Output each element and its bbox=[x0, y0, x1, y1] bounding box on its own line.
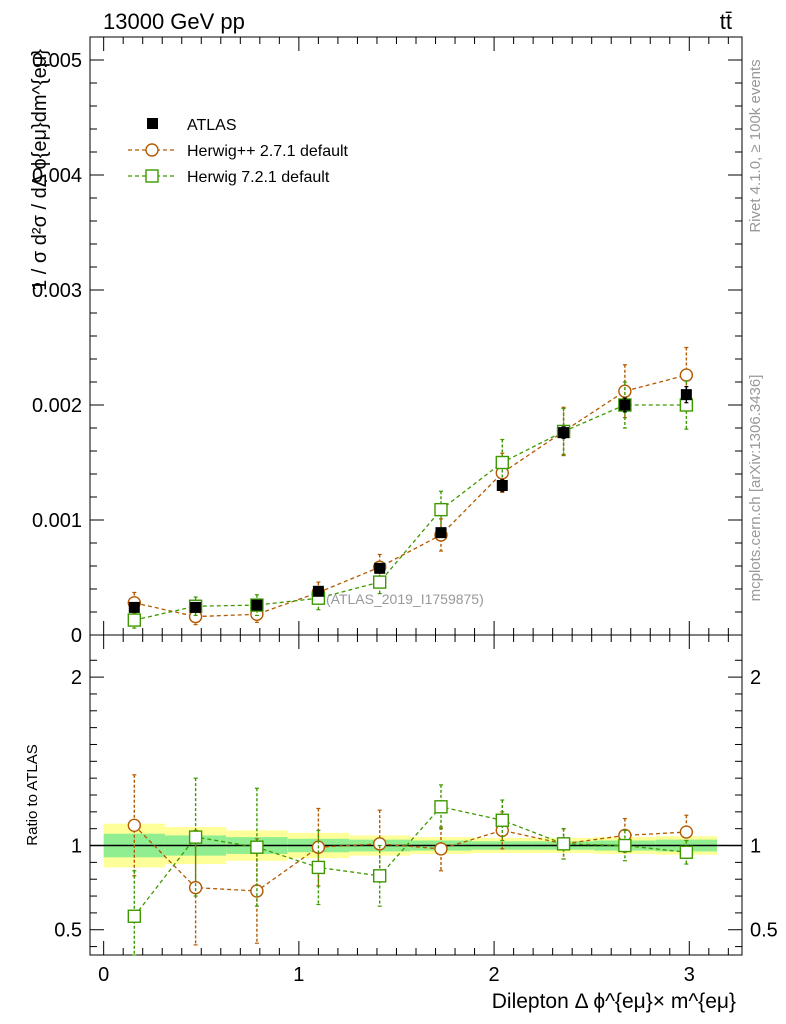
point-atlas bbox=[251, 599, 263, 611]
ratio-point-herwig7 bbox=[679, 845, 694, 859]
ratio-ytick-label: 1 bbox=[71, 836, 82, 858]
main-ytick-label: 0 bbox=[71, 625, 82, 647]
point-atlas bbox=[680, 389, 692, 401]
ratio-point-herwigpp bbox=[679, 825, 694, 839]
analysis-id-label: (ATLAS_2019_I1759875) bbox=[326, 591, 484, 607]
ratio-y-axis-label: Ratio to ATLAS bbox=[24, 744, 41, 845]
header-energy: 13000 GeV pp bbox=[103, 9, 245, 34]
header-process: tt̄ bbox=[720, 9, 732, 34]
series-herwig7-line bbox=[134, 404, 687, 621]
ratio-point-herwig7 bbox=[250, 840, 264, 854]
point-atlas bbox=[374, 562, 386, 574]
main-ytick-label: 0.005 bbox=[32, 50, 82, 72]
main-panel: 0 0.001 0.002 0.003 0.004 0.005 (ATLAS_2019_I… bbox=[29, 36, 743, 647]
main-ytick-label: 0.004 bbox=[32, 165, 82, 187]
main-ytick-label: 0.002 bbox=[32, 395, 82, 417]
point-herwigpp bbox=[679, 368, 694, 382]
ratio-herwig7-line bbox=[133, 806, 687, 917]
ratio-point-herwig7 bbox=[434, 800, 448, 814]
ratio-point-herwig7 bbox=[556, 837, 571, 851]
legend-atlas-label: ATLAS bbox=[187, 117, 237, 134]
ratio-ytick-label-right: 1 bbox=[750, 836, 761, 858]
ratio-ytick-label: 0.5 bbox=[54, 920, 82, 942]
main-ytick-label: 0.001 bbox=[32, 510, 82, 532]
ratio-point-herwig7 bbox=[618, 838, 632, 853]
ratio-point-herwig7 bbox=[311, 860, 326, 875]
legend-herwig7-marker bbox=[145, 169, 159, 183]
point-atlas bbox=[128, 601, 140, 613]
legend-herwigpp-label: Herwig++ 2.7.1 default bbox=[187, 143, 349, 160]
xtick-label: 0 bbox=[98, 964, 109, 986]
ratio-ytick-label-right: 0.5 bbox=[750, 920, 778, 942]
xtick-label: 1 bbox=[293, 964, 304, 986]
ratio-point-herwig7 bbox=[127, 909, 142, 923]
ratio-ytick-label-right: 2 bbox=[750, 667, 761, 689]
point-atlas bbox=[558, 427, 570, 439]
legend-herwig7-label: Herwig 7.2.1 default bbox=[187, 169, 330, 186]
xtick-label: 3 bbox=[684, 964, 695, 986]
legend-herwigpp-marker bbox=[145, 143, 159, 157]
ratio-frame bbox=[89, 634, 743, 956]
point-herwig7 bbox=[372, 575, 387, 589]
point-atlas bbox=[190, 601, 202, 613]
main-ytick-label: 0.003 bbox=[32, 280, 82, 302]
ratio-point-herwigpp bbox=[372, 837, 387, 851]
x-axis-label: Dilepton Δ ϕ^{eμ}× m^{eμ} bbox=[492, 990, 736, 1013]
ratio-panel: 0.5 0.5 1 1 2 2 0 1 2 3 Ratio to ATLAS Dilepton … bbox=[24, 634, 778, 1013]
xtick-label: 2 bbox=[489, 964, 500, 986]
ratio-point-herwig7 bbox=[372, 869, 387, 883]
series-herwigpp-line bbox=[134, 374, 687, 618]
ratio-herwigpp-line bbox=[133, 824, 687, 892]
ratio-point-herwigpp bbox=[434, 842, 448, 856]
rivet-version-label: Rivet 4.1.0, ≥ 100k events bbox=[747, 59, 764, 232]
point-herwig7 bbox=[495, 455, 509, 470]
point-atlas bbox=[619, 399, 631, 411]
point-atlas bbox=[496, 480, 508, 491]
point-herwig7 bbox=[434, 502, 448, 517]
ratio-ytick-label: 2 bbox=[71, 667, 82, 689]
main-y-axis-label: 1 / σ d²σ / dΔ ϕ{eμ}dm^{eμ} bbox=[29, 49, 51, 291]
point-herwig7 bbox=[127, 613, 142, 627]
ratio-point-herwigpp bbox=[127, 818, 142, 833]
ratio-point-herwig7 bbox=[495, 813, 509, 827]
point-atlas bbox=[312, 585, 324, 597]
point-atlas bbox=[435, 527, 447, 539]
legend-atlas-marker bbox=[147, 118, 158, 129]
ratio-point-herwig7 bbox=[188, 830, 203, 844]
mcplots-source-label: mcplots.cern.ch [arXiv:1306.3436] bbox=[747, 375, 764, 602]
legend: ATLAS Herwig++ 2.7.1 default Herwig 7.2.… bbox=[128, 117, 349, 186]
